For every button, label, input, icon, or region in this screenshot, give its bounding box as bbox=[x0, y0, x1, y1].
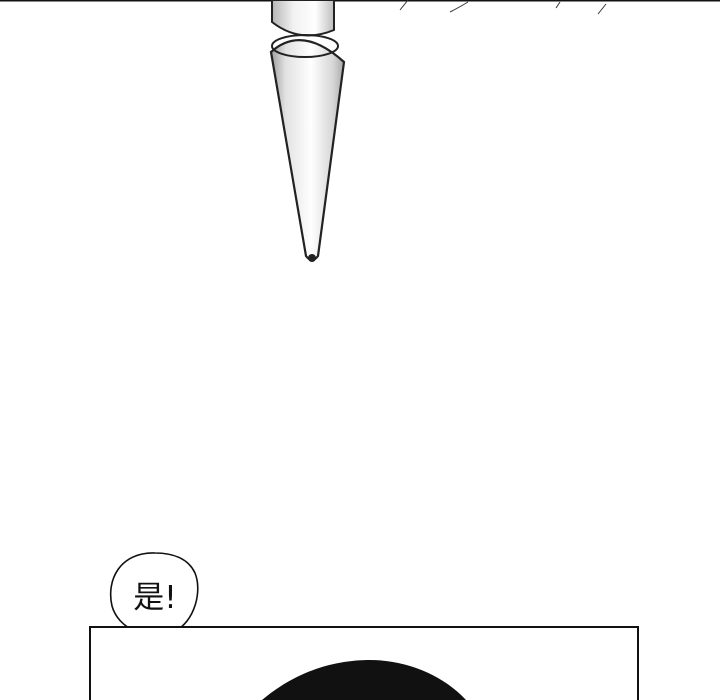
pen-nib bbox=[308, 254, 316, 262]
speech-bubble-text: 是! bbox=[133, 580, 177, 616]
lower-panel bbox=[89, 626, 639, 700]
sketch-strokes bbox=[399, 0, 607, 15]
figure-head-silhouette bbox=[262, 660, 466, 700]
pen-illustration bbox=[269, 0, 346, 262]
pen-tip-cone bbox=[269, 39, 346, 262]
pen-collar bbox=[271, 34, 339, 58]
pen-shaft bbox=[271, 0, 335, 37]
